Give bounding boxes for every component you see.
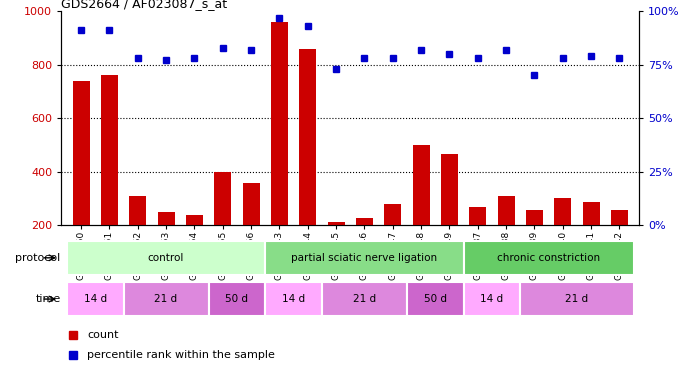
Text: 50 d: 50 d — [424, 294, 447, 304]
Bar — [407, 282, 464, 316]
Bar — [441, 154, 458, 278]
Bar — [129, 196, 146, 278]
Bar — [67, 282, 124, 316]
Bar — [464, 241, 634, 275]
Bar — [520, 282, 634, 316]
Bar — [186, 215, 203, 278]
Bar — [214, 172, 231, 278]
Bar — [413, 146, 430, 278]
Bar — [67, 241, 265, 275]
Text: 14 d: 14 d — [480, 294, 503, 304]
Text: 21 d: 21 d — [154, 294, 177, 304]
Bar — [554, 198, 571, 278]
Bar — [583, 202, 600, 278]
Text: protocol: protocol — [15, 253, 61, 263]
Text: GDS2664 / AF023087_s_at: GDS2664 / AF023087_s_at — [61, 0, 227, 10]
Bar — [243, 183, 260, 278]
Text: 14 d: 14 d — [282, 294, 305, 304]
Text: control: control — [148, 253, 184, 263]
Text: 21 d: 21 d — [353, 294, 376, 304]
Text: 21 d: 21 d — [565, 294, 588, 304]
Text: count: count — [87, 330, 119, 340]
Text: partial sciatic nerve ligation: partial sciatic nerve ligation — [291, 253, 437, 263]
Bar — [469, 207, 486, 278]
Bar — [322, 282, 407, 316]
Bar — [271, 22, 288, 278]
Bar — [464, 282, 520, 316]
Text: percentile rank within the sample: percentile rank within the sample — [87, 350, 275, 360]
Text: time: time — [35, 294, 61, 304]
Bar — [299, 49, 316, 278]
Bar — [384, 204, 401, 278]
Bar — [265, 282, 322, 316]
Text: chronic constriction: chronic constriction — [497, 253, 600, 263]
Text: 50 d: 50 d — [225, 294, 248, 304]
Bar — [611, 210, 628, 278]
Bar — [526, 210, 543, 278]
Bar — [209, 282, 265, 316]
Bar — [328, 222, 345, 278]
Bar — [124, 282, 209, 316]
Bar — [498, 196, 515, 278]
Bar — [101, 75, 118, 278]
Bar — [73, 81, 90, 278]
Bar — [265, 241, 464, 275]
Bar — [158, 212, 175, 278]
Bar — [356, 217, 373, 278]
Text: 14 d: 14 d — [84, 294, 107, 304]
